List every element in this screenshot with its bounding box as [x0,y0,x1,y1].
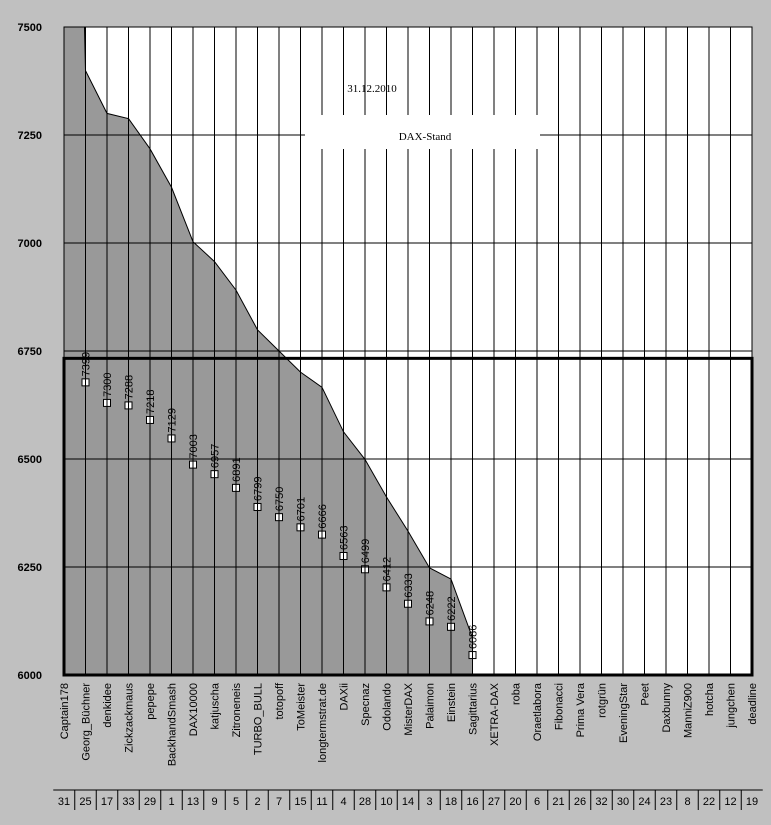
data-label: 6499 [360,539,372,563]
data-label: 6248 [425,591,437,615]
x-tick-label: ToMeister [296,683,308,731]
data-label: 6563 [339,526,351,550]
chart-subtitle: DAX-Stand [399,131,452,143]
y-tick-label: 6250 [18,562,42,574]
x-tick-label: XETRA-DAX [489,682,501,746]
subtitle-bg [305,115,540,149]
x-tick-label: Sagittarius [468,683,480,735]
x-tick-label: Zitroneneis [231,683,243,738]
rank-label: 16 [466,796,478,808]
rank-label: 20 [509,796,521,808]
rank-label: 17 [101,796,113,808]
x-tick-label: Peet [640,683,652,706]
x-tick-label: pepepe [145,683,157,720]
data-label: 6086 [468,625,480,649]
x-tick-label: DAX10000 [188,683,200,736]
data-label: 7288 [124,375,136,399]
x-tick-label: denkidee [102,683,114,728]
rank-label: 24 [638,796,650,808]
plot-border [63,26,753,676]
rank-label: 2 [254,796,260,808]
x-tick-label: DAXii [339,683,351,711]
y-tick-label: 7250 [18,130,42,142]
rank-label: 15 [294,796,306,808]
x-tick-label: hotcha [704,682,716,716]
x-tick-label: Einstein [446,683,458,722]
data-label: 6333 [403,573,415,597]
rank-label: 1 [168,796,174,808]
rank-label: 19 [746,796,758,808]
rank-label: 13 [187,796,199,808]
rank-label: 27 [488,796,500,808]
rank-label: 25 [79,796,91,808]
x-tick-label: roba [511,682,523,705]
x-tick-label: Specnaz [360,683,372,726]
x-tick-label: Prima Vera [575,682,587,737]
x-tick-label: longtermstrat.de [317,683,329,762]
rank-label: 22 [703,796,715,808]
x-tick-label: Zickzackmaus [124,683,136,753]
y-tick-label: 6750 [18,346,42,358]
rank-label: 30 [617,796,629,808]
data-label: 7399 [81,352,93,376]
x-tick-label: EveningStar [618,683,630,743]
x-tick-label: totopoff [274,682,286,719]
data-label: 6891 [231,457,243,481]
rank-label: 14 [402,796,414,808]
rank-label: 10 [380,796,392,808]
x-tick-label: BackhandSmash [167,683,179,766]
data-label: 6701 [296,497,308,521]
rank-label: 4 [340,796,346,808]
data-label: 6222 [446,596,458,620]
rank-label: 12 [724,796,736,808]
x-tick-label: rotgrün [597,683,609,718]
chart-title: 31.12.2010 [347,83,397,95]
y-tick-label: 6000 [18,670,42,682]
rank-label: 5 [233,796,239,808]
rank-label: 31 [58,796,70,808]
data-label: 7003 [188,434,200,458]
x-tick-label: Fibonacci [554,683,566,730]
rank-label: 7 [276,796,282,808]
rank-label: 28 [359,796,371,808]
rank-label: 11 [316,796,327,808]
x-tick-label: Captain178 [59,683,71,739]
rank-label: 3 [426,796,432,808]
x-tick-label: Oraetlabora [532,682,544,741]
y-tick-label: 7000 [18,238,42,250]
y-tick-label: 6500 [18,454,42,466]
x-tick-label: ManniZ900 [683,683,695,738]
data-label: 7129 [167,408,179,432]
rank-label: 8 [684,796,690,808]
rank-label: 21 [552,796,564,808]
x-tick-label: deadline [747,683,759,725]
x-tick-label: Palaimon [425,683,437,729]
rank-label: 29 [144,796,156,808]
x-tick-label: TURBO_BULL [253,683,265,755]
rank-label: 23 [660,796,672,808]
rank-label: 26 [574,796,586,808]
x-tick-label: Georg_Büchner [81,683,93,761]
x-tick-label: katjuscha [210,682,222,729]
x-tick-label: Odolando [382,683,394,731]
rank-label: 18 [445,796,457,808]
x-tick-label: MisterDAX [403,682,415,735]
data-label: 6666 [317,504,329,528]
rank-label: 9 [211,796,217,808]
rank-label: 33 [122,796,134,808]
data-label: 6412 [382,557,394,581]
data-label: 6750 [274,487,286,511]
rank-label: 6 [534,796,540,808]
data-label: 6799 [253,476,265,500]
x-tick-label: Daxbunny [661,683,673,733]
data-label: 7218 [145,389,157,413]
data-label: 7300 [102,372,114,396]
x-tick-label: jungchen [726,683,738,729]
data-label: 6957 [210,444,222,468]
rank-label: 32 [595,796,607,808]
y-tick-label: 7500 [18,22,42,34]
